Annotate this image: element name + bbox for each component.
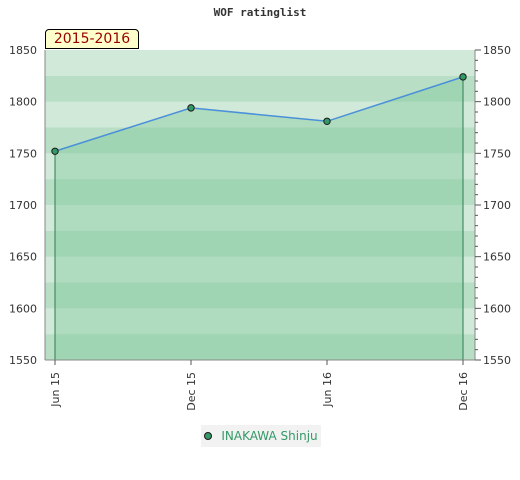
- background-band: [45, 282, 475, 309]
- y-tick-label-right: 1700: [483, 199, 511, 212]
- series-line: [54, 76, 464, 152]
- y-tick-label-right: 1600: [483, 302, 511, 315]
- period-badge: 2015-2016: [45, 29, 139, 49]
- y-tick-label-left: 1750: [9, 147, 37, 160]
- x-tick-label: Jun 15: [49, 372, 62, 408]
- background-band: [45, 230, 475, 257]
- chart-title: WOF ratinglist: [214, 6, 307, 19]
- series-layer: [51, 73, 467, 155]
- series-area-fill: [55, 76, 463, 360]
- y-tick-label-left: 1550: [9, 354, 37, 367]
- y-tick-label-left: 1850: [9, 44, 37, 57]
- background-band: [45, 50, 475, 76]
- y-tick-label-right: 1750: [483, 147, 511, 160]
- y-tick-label-left: 1700: [9, 199, 37, 212]
- y-tick-label-right: 1650: [483, 251, 511, 264]
- axes: 1550 1550 1600 1600 1650 1650 1700 1700 1750 1750…: [9, 44, 511, 411]
- y-tick-label-left: 1650: [9, 251, 37, 264]
- y-tick-label-right: 1850: [483, 44, 511, 57]
- x-tick-label: Dec 15: [185, 372, 198, 411]
- y-tick-label-left: 1800: [9, 96, 37, 109]
- series-area: [54, 76, 464, 360]
- background-bands: [45, 50, 475, 360]
- y-tick-label-right: 1550: [483, 354, 511, 367]
- data-point: [323, 117, 331, 126]
- data-point: [459, 73, 467, 81]
- background-band: [45, 256, 475, 283]
- legend-label: INAKAWA Shinju: [221, 429, 318, 443]
- x-tick-label: Jun 16: [321, 372, 334, 408]
- y-tick-label-right: 1800: [483, 96, 511, 109]
- background-band: [45, 205, 475, 231]
- background-band: [45, 179, 475, 205]
- y-tick-label-left: 1600: [9, 302, 37, 315]
- legend[interactable]: INAKAWA Shinju: [201, 425, 321, 447]
- legend-marker-icon: [204, 432, 213, 440]
- background-band: [45, 334, 475, 360]
- x-tick-label: Dec 16: [457, 372, 470, 411]
- background-band: [45, 75, 475, 102]
- data-point: [187, 104, 195, 112]
- background-band: [45, 308, 475, 335]
- background-band: [45, 153, 475, 180]
- data-point: [51, 147, 59, 155]
